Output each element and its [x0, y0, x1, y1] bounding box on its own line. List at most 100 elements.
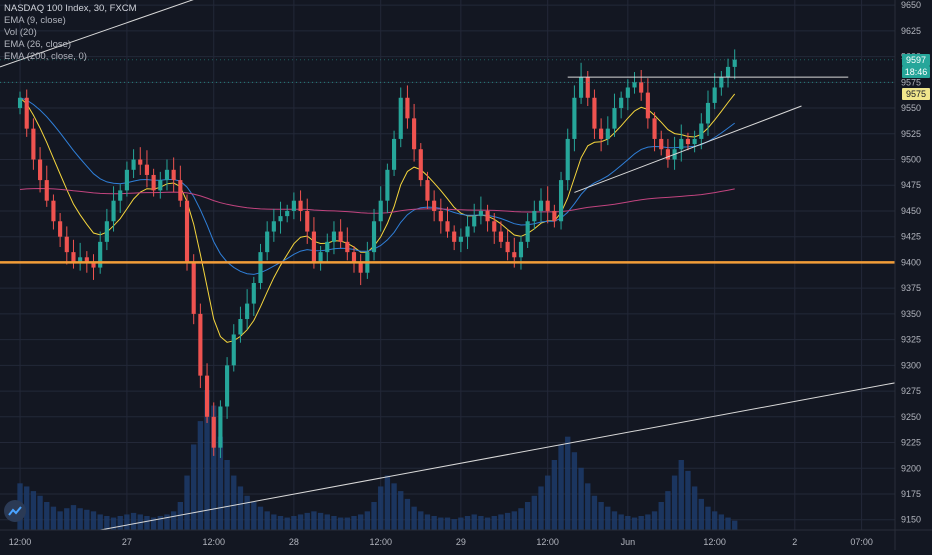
volume-bar [498, 514, 504, 530]
trendlines[interactable] [0, 0, 896, 531]
volume-bar [371, 502, 377, 530]
volume-bar [311, 511, 317, 530]
candle-body [585, 77, 590, 98]
y-tick-label: 9375 [901, 283, 921, 293]
legend-ema26[interactable]: EMA (26, close) [4, 39, 72, 50]
volume-bar [471, 514, 477, 530]
volume-bar [691, 486, 698, 530]
y-tick-label: 9300 [901, 360, 921, 370]
volume-bar [484, 517, 491, 530]
volume-bar [211, 405, 217, 530]
volume-bar [177, 502, 184, 530]
candle-body [31, 128, 36, 160]
volume-bar [585, 483, 591, 530]
candle-body [612, 108, 617, 129]
candle-body [17, 97, 23, 109]
candle-body [164, 169, 170, 181]
y-tick-label: 9350 [901, 309, 921, 319]
candle-body [191, 262, 196, 314]
volume-bar [458, 517, 464, 530]
candle-body [659, 138, 664, 150]
legend-ema200[interactable]: EMA (200, close, 0) [4, 51, 87, 62]
volume-bar [97, 514, 103, 530]
volume-bar [224, 460, 230, 530]
candle-body [271, 221, 276, 232]
volume-bar [438, 517, 444, 530]
candle-body [131, 159, 136, 170]
volume-bar [504, 512, 511, 530]
candle-body [512, 252, 517, 258]
upper-trendline [0, 0, 194, 68]
volume-bar [645, 514, 651, 530]
candle-body [331, 231, 337, 242]
volume-bar [191, 444, 197, 530]
volume-bar [678, 460, 684, 530]
volume-bar [157, 516, 163, 530]
candle-body [91, 262, 96, 268]
y-tick-label: 9475 [901, 180, 921, 190]
volume-bar [705, 506, 711, 530]
volume-bar [124, 514, 130, 530]
candle-body [144, 164, 150, 175]
volume-bar [304, 512, 310, 530]
candle-body [265, 231, 270, 253]
x-tick-label: 2 [792, 537, 797, 547]
candle-body [378, 200, 383, 222]
volume-bar [451, 519, 457, 530]
volume-bar [571, 452, 578, 530]
volume-bar [324, 514, 330, 530]
candle-body [171, 169, 176, 181]
volume-bar [271, 514, 277, 530]
candle-body [338, 231, 343, 242]
candle-body [538, 200, 544, 211]
volume-bar [658, 502, 664, 530]
candle-body [579, 77, 584, 98]
legend-ema9[interactable]: EMA (9, close) [4, 15, 66, 26]
volume-bar [725, 517, 731, 530]
candle-body [151, 174, 156, 191]
candle-body [184, 200, 190, 263]
volume-bar [391, 483, 397, 530]
y-tick-label: 9275 [901, 386, 921, 396]
x-tick-label: Jun [621, 537, 636, 547]
volume-bar [605, 506, 611, 530]
candle-body [492, 221, 497, 232]
volume-bar [170, 511, 177, 530]
candle-body [345, 241, 350, 253]
candle-body [712, 87, 717, 103]
y-tick-label: 9625 [901, 26, 921, 36]
last-price-badge: 9597 [902, 53, 930, 66]
volume-bar [44, 502, 50, 530]
candle-body [405, 97, 410, 119]
volume-bars [17, 390, 738, 530]
volume-bar [565, 436, 571, 530]
volume-bar [337, 517, 344, 530]
candle-body [705, 102, 711, 124]
candle-body [572, 97, 577, 139]
candles [17, 49, 737, 458]
volume-bar [331, 516, 337, 530]
volume-bar [511, 511, 517, 530]
volume-bar [297, 514, 304, 530]
volume-bar [591, 495, 598, 530]
volume-bar [277, 516, 284, 530]
volume-bar [164, 514, 170, 530]
volume-bar [711, 511, 718, 530]
candle-body [158, 180, 163, 191]
volume-bar [117, 516, 123, 530]
legend-volume[interactable]: Vol (20) [4, 27, 37, 38]
volume-bar [30, 491, 37, 530]
candle-body [225, 365, 230, 407]
volume-bar [184, 475, 190, 530]
candle-body [44, 180, 49, 201]
tradingview-logo-icon[interactable] [4, 500, 26, 522]
ema26-line [19, 97, 735, 275]
volume-bar [551, 460, 558, 530]
volume-bar [104, 516, 110, 530]
candle-body [432, 200, 437, 211]
volume-bar [384, 475, 391, 530]
candle-body [204, 375, 210, 417]
